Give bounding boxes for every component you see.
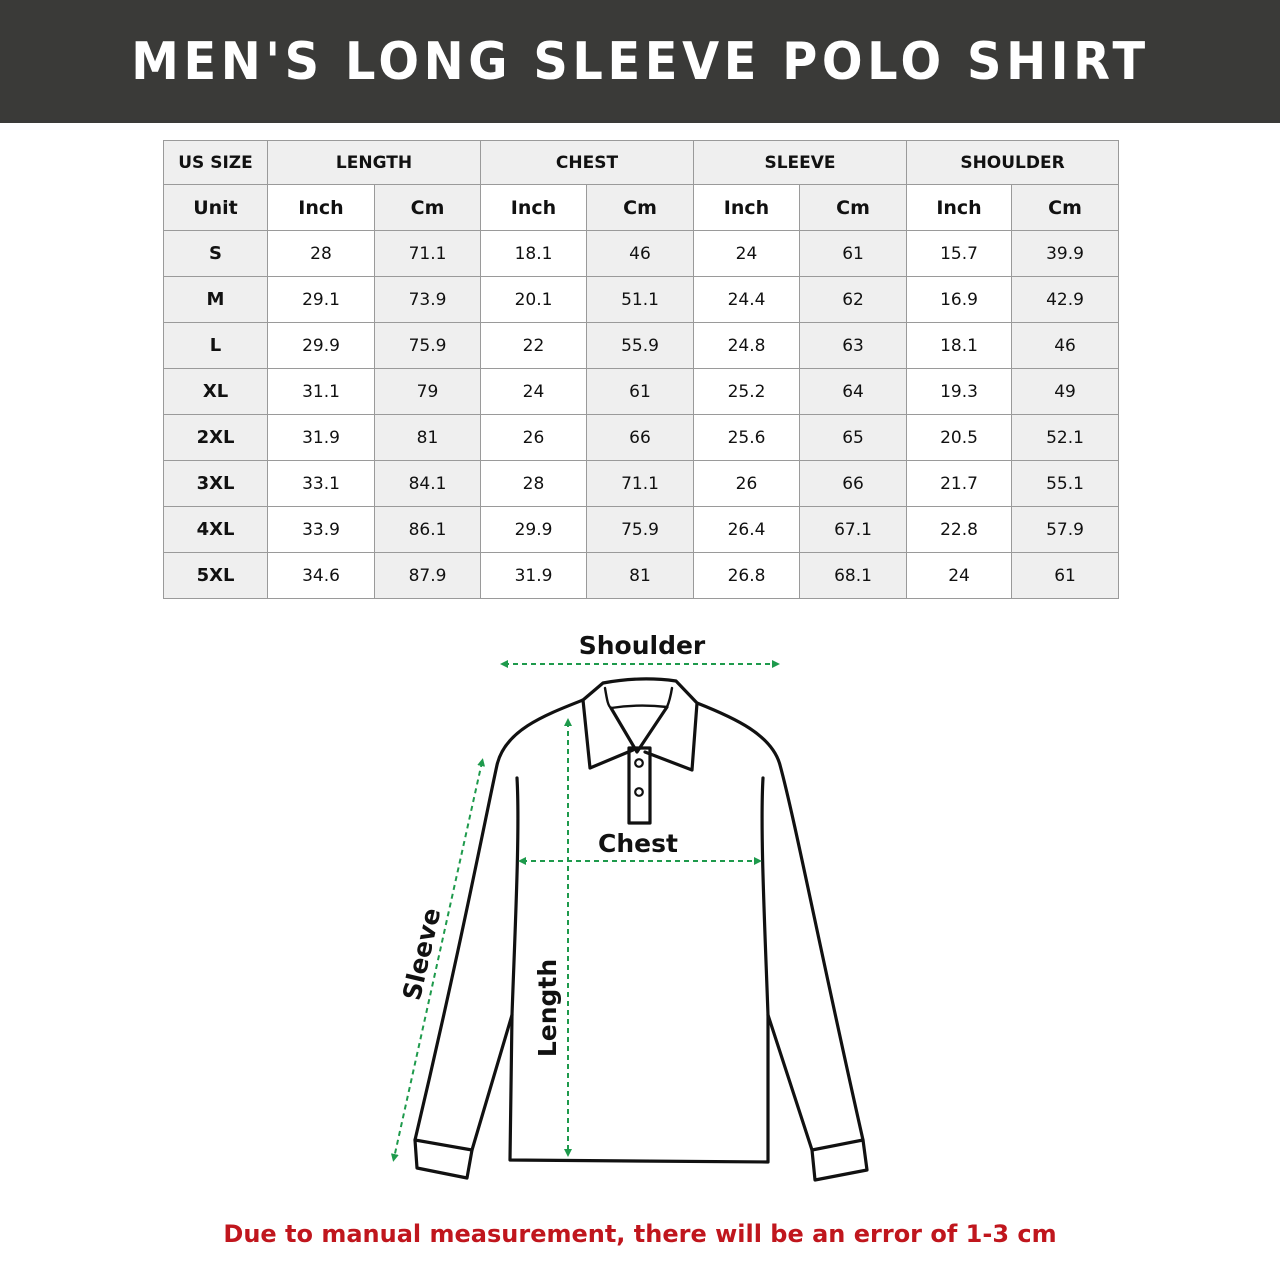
measurement-cell: 21.7	[906, 460, 1013, 507]
measurement-cell: 18.1	[480, 230, 587, 277]
sleeve-label: Sleeve	[397, 905, 446, 1003]
measurement-cell: 52.1	[1011, 414, 1120, 461]
measurement-cell: 34.6	[267, 552, 375, 599]
measurement-cell: 51.1	[586, 276, 694, 323]
measurement-cell: 26	[693, 460, 800, 507]
measurement-cell: 61	[798, 230, 908, 277]
header-chest: CHEST	[480, 140, 694, 185]
unit-cell: Unit	[163, 184, 268, 231]
table-row: XL 31.1 79 24 61 25.2 64 19.3 49	[163, 368, 1120, 415]
measurement-cell: 20.5	[906, 414, 1013, 461]
measurement-cell: 65	[798, 414, 908, 461]
title-banner: MEN'S LONG SLEEVE POLO SHIRT	[0, 0, 1280, 123]
measurement-cell: 81	[586, 552, 694, 599]
length-label: Length	[533, 959, 562, 1057]
unit-cell: Inch	[480, 184, 587, 231]
size-chart-table: US SIZE LENGTH CHEST SLEEVE SHOULDER Unit Inch…	[163, 140, 1120, 599]
chest-label: Chest	[598, 829, 678, 858]
measurement-cell: 73.9	[374, 276, 481, 323]
measurement-cell: 86.1	[374, 506, 481, 553]
measurement-cell: 24	[906, 552, 1013, 599]
measurement-cell: 79	[374, 368, 481, 415]
shirt-outline	[413, 677, 869, 1182]
size-cell: XL	[163, 368, 268, 415]
unit-cell: Cm	[374, 184, 481, 231]
size-cell: L	[163, 322, 268, 369]
table-row: S 28 71.1 18.1 46 24 61 15.7 39.9	[163, 230, 1120, 277]
measurement-cell: 68.1	[798, 552, 908, 599]
measurement-cell: 33.1	[267, 460, 375, 507]
unit-cell: Inch	[267, 184, 375, 231]
measurement-cell: 24	[693, 230, 800, 277]
size-cell: 4XL	[163, 506, 268, 553]
measurement-cell: 64	[798, 368, 908, 415]
header-length: LENGTH	[267, 140, 481, 185]
table-row: 4XL 33.9 86.1 29.9 75.9 26.4 67.1 22.8 57.9	[163, 506, 1120, 553]
measurement-cell: 26	[480, 414, 587, 461]
measurement-cell: 42.9	[1011, 276, 1120, 323]
sleeve-arrow	[390, 758, 486, 1162]
measurement-cell: 15.7	[906, 230, 1013, 277]
unit-cell: Cm	[1011, 184, 1120, 231]
measurement-cell: 46	[586, 230, 694, 277]
measurement-cell: 22	[480, 322, 587, 369]
measurement-cell: 75.9	[586, 506, 694, 553]
measurement-cell: 87.9	[374, 552, 481, 599]
header-us-size: US SIZE	[163, 140, 268, 185]
unit-cell: Inch	[693, 184, 800, 231]
measurement-cell: 26.4	[693, 506, 800, 553]
measurement-cell: 39.9	[1011, 230, 1120, 277]
measurement-cell: 55.9	[586, 322, 694, 369]
button-icon	[634, 758, 644, 768]
measurement-cell: 81	[374, 414, 481, 461]
measurement-cell: 19.3	[906, 368, 1013, 415]
measurement-cell: 46	[1011, 322, 1120, 369]
measurement-cell: 57.9	[1011, 506, 1120, 553]
measurement-note: Due to manual measurement, there will be…	[223, 1220, 1057, 1248]
measurement-cell: 55.1	[1011, 460, 1120, 507]
shoulder-label: Shoulder	[579, 631, 706, 660]
button-icon	[634, 787, 644, 797]
unit-cell: Cm	[798, 184, 908, 231]
measurement-cell: 63	[798, 322, 908, 369]
size-cell: M	[163, 276, 268, 323]
measurement-cell: 66	[798, 460, 908, 507]
measurement-cell: 24	[480, 368, 587, 415]
measurement-cell: 49	[1011, 368, 1120, 415]
table-row: L 29.9 75.9 22 55.9 24.8 63 18.1 46	[163, 322, 1120, 369]
size-cell: 3XL	[163, 460, 268, 507]
measurement-cell: 61	[586, 368, 694, 415]
size-cell: 5XL	[163, 552, 268, 599]
unit-cell: Inch	[906, 184, 1013, 231]
measurement-cell: 22.8	[906, 506, 1013, 553]
measurement-cell: 84.1	[374, 460, 481, 507]
measurement-cell: 29.9	[267, 322, 375, 369]
measurement-cell: 26.8	[693, 552, 800, 599]
header-shoulder: SHOULDER	[906, 140, 1120, 185]
measurement-cell: 67.1	[798, 506, 908, 553]
unit-row: Unit Inch Cm Inch Cm Inch Cm Inch Cm	[163, 184, 1120, 231]
measurement-cell: 25.6	[693, 414, 800, 461]
size-cell: 2XL	[163, 414, 268, 461]
measurement-cell: 24.4	[693, 276, 800, 323]
table-row: 2XL 31.9 81 26 66 25.6 65 20.5 52.1	[163, 414, 1120, 461]
table-row: 5XL 34.6 87.9 31.9 81 26.8 68.1 24 61	[163, 552, 1120, 599]
measurement-cell: 16.9	[906, 276, 1013, 323]
measurement-cell: 66	[586, 414, 694, 461]
table-row: 3XL 33.1 84.1 28 71.1 26 66 21.7 55.1	[163, 460, 1120, 507]
unit-cell: Cm	[586, 184, 694, 231]
table-row: M 29.1 73.9 20.1 51.1 24.4 62 16.9 42.9	[163, 276, 1120, 323]
measurement-cell: 31.9	[480, 552, 587, 599]
page-title: MEN'S LONG SLEEVE POLO SHIRT	[130, 31, 1150, 92]
measurement-cell: 62	[798, 276, 908, 323]
measurement-cell: 75.9	[374, 322, 481, 369]
header-sleeve: SLEEVE	[692, 140, 908, 185]
measurement-cell: 61	[1011, 552, 1120, 599]
measurement-cell: 28	[480, 460, 587, 507]
measurement-cell: 28	[267, 230, 375, 277]
header-row: US SIZE LENGTH CHEST SLEEVE SHOULDER	[163, 140, 1120, 185]
measurement-cell: 71.1	[586, 460, 694, 507]
